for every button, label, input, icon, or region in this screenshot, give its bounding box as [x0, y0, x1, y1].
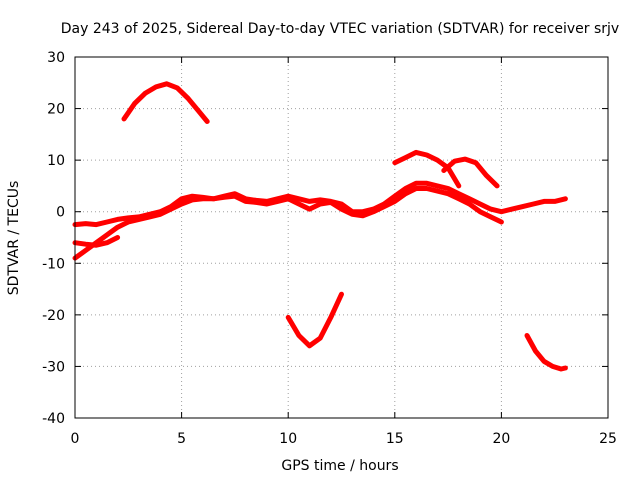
chart-title: Day 243 of 2025, Sidereal Day-to-day VTE… — [61, 21, 619, 37]
y-tick-label: -30 — [42, 359, 65, 375]
series-group — [72, 81, 568, 372]
y-tick-label: 30 — [47, 50, 65, 66]
series-line-arc-early — [121, 81, 210, 124]
y-tick-label: 10 — [47, 153, 65, 169]
y-tick-label: 20 — [47, 102, 65, 118]
y-tick-label: 0 — [56, 205, 65, 221]
gridlines — [75, 57, 608, 418]
x-tick-label: 15 — [386, 431, 404, 447]
x-tick-label: 25 — [599, 431, 617, 447]
y-tick-label: -20 — [42, 308, 65, 324]
x-tick-label: 10 — [279, 431, 297, 447]
x-tick-label: 0 — [71, 431, 80, 447]
y-tick-label: -40 — [42, 411, 65, 427]
y-tick-label: -10 — [42, 256, 65, 272]
y-axis-label: SDTVAR / TECUs — [6, 181, 22, 296]
series-line-arc-evening — [524, 333, 568, 372]
series-line-main-band-upper — [72, 180, 568, 228]
series-line-dip-trace — [72, 235, 121, 248]
series-line-arc-afternoon-2 — [441, 156, 500, 189]
x-tick-label: 5 — [177, 431, 186, 447]
x-tick-label: 20 — [492, 431, 510, 447]
plot-frame — [74, 56, 609, 419]
x-axis-label: GPS time / hours — [281, 458, 398, 474]
axis-ticks: 0 5 10 15 20 25 -40 -30 -20 -10 0 10 20 30 — [42, 50, 617, 447]
series-line-main-band-lower — [72, 186, 504, 261]
series-line-arc-midday — [285, 291, 344, 349]
